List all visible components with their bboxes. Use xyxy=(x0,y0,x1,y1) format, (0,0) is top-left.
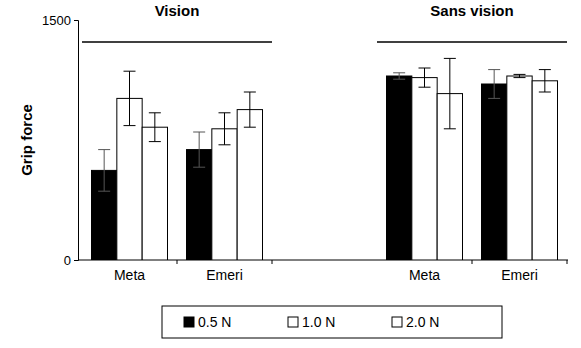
error-bar-stem xyxy=(199,132,200,167)
error-bar xyxy=(444,58,456,128)
error-bar-cap xyxy=(488,69,500,70)
error-bar-cap xyxy=(244,127,256,128)
y-tick: 1500 xyxy=(42,13,78,28)
error-bar xyxy=(193,132,205,167)
legend-swatch xyxy=(392,317,402,327)
error-bar-stem xyxy=(154,113,155,142)
error-bar-cap xyxy=(488,98,500,99)
group-label: Vision xyxy=(155,2,200,19)
error-bar-cap xyxy=(124,71,136,72)
error-bar-stem xyxy=(544,70,545,92)
error-bar xyxy=(419,68,431,87)
error-bar xyxy=(219,113,231,145)
group-line xyxy=(377,41,567,43)
x-tick-mark xyxy=(177,260,178,264)
bar xyxy=(212,129,237,260)
group-line xyxy=(82,41,272,43)
x-tick-label: Meta xyxy=(114,267,145,283)
error-bar-cap xyxy=(514,74,526,75)
y-tick: 0 xyxy=(64,253,78,268)
error-bar-cap xyxy=(539,92,551,93)
error-bar-cap xyxy=(393,79,405,80)
chart: 0 1500 Grip force Meta Emeri Meta Emeri Vision S… xyxy=(0,0,581,348)
error-bar-cap xyxy=(193,167,205,168)
x-tick-label: Emeri xyxy=(501,267,538,283)
legend-label: 2.0 N xyxy=(406,314,439,330)
legend-swatch xyxy=(288,317,298,327)
error-bar xyxy=(393,73,405,79)
error-bar-cap xyxy=(393,72,405,73)
error-bar xyxy=(98,150,110,192)
y-tick-label: 0 xyxy=(64,253,71,268)
x-tick-mark xyxy=(272,260,273,264)
error-bar-cap xyxy=(419,68,431,69)
y-tick-mark xyxy=(74,20,78,21)
y-axis-line xyxy=(74,21,79,261)
legend: 0.5 N 1.0 N 2.0 N xyxy=(162,306,502,338)
error-bar-cap xyxy=(444,128,456,129)
bar xyxy=(237,110,262,260)
error-bar-cap xyxy=(514,77,526,78)
error-bar xyxy=(244,92,256,127)
error-bar xyxy=(514,74,526,77)
error-bar-cap xyxy=(419,87,431,88)
y-tick-label: 1500 xyxy=(42,13,71,28)
bar xyxy=(412,78,437,260)
error-bar-cap xyxy=(98,149,110,150)
error-bar-cap xyxy=(149,112,161,113)
bar xyxy=(507,76,532,260)
bar xyxy=(482,84,507,260)
bar xyxy=(532,81,557,260)
error-bar-cap xyxy=(124,125,136,126)
error-bar-cap xyxy=(98,191,110,192)
x-tick-label: Meta xyxy=(409,267,440,283)
error-bar-cap xyxy=(539,69,551,70)
error-bar-stem xyxy=(129,71,130,125)
error-bar-cap xyxy=(244,92,256,93)
x-tick-mark xyxy=(472,260,473,264)
error-bar-cap xyxy=(219,144,231,145)
error-bar-stem xyxy=(249,92,250,127)
legend-label: 1.0 N xyxy=(302,314,335,330)
legend-box xyxy=(162,306,502,338)
x-tick-mark xyxy=(567,260,568,264)
error-bar xyxy=(539,70,551,92)
group-label: Sans vision xyxy=(430,2,513,19)
error-bar-cap xyxy=(219,112,231,113)
error-bar xyxy=(149,113,161,142)
error-bar-stem xyxy=(224,113,225,145)
y-axis-title: Grip force xyxy=(18,104,35,176)
error-bar-stem xyxy=(494,70,495,99)
y-tick-mark xyxy=(74,260,78,261)
error-bar-cap xyxy=(149,141,161,142)
error-bar xyxy=(488,70,500,99)
error-bar-cap xyxy=(193,132,205,133)
legend-swatch xyxy=(184,317,194,327)
x-tick-label: Emeri xyxy=(206,267,243,283)
error-bar-stem xyxy=(424,68,425,87)
bar xyxy=(387,76,412,260)
bar xyxy=(142,127,167,260)
error-bar-stem xyxy=(399,73,400,79)
error-bar-stem xyxy=(104,150,105,192)
error-bar xyxy=(124,71,136,125)
error-bar-cap xyxy=(444,58,456,59)
y-axis: 0 1500 xyxy=(42,13,78,268)
plot-area xyxy=(92,58,558,260)
legend-label: 0.5 N xyxy=(198,314,231,330)
error-bar-stem xyxy=(449,58,450,128)
